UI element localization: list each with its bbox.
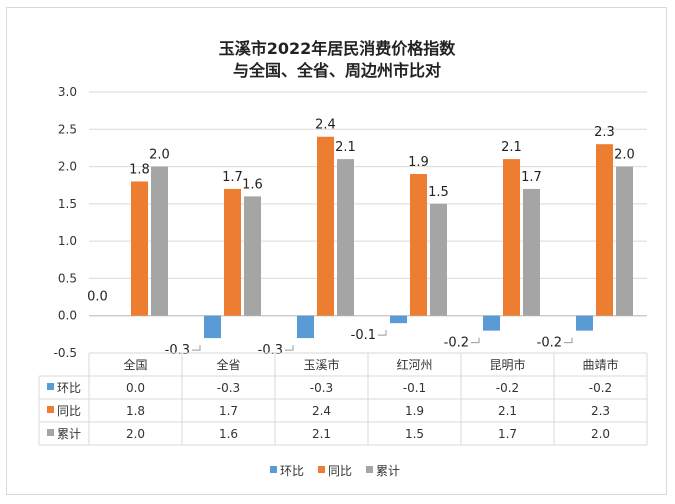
y-tick-label: 0.0: [58, 309, 77, 323]
bar-环比-全省: [204, 315, 221, 339]
bar-累计-曲靖市: [616, 166, 633, 316]
y-tick-label: -0.5: [54, 346, 77, 360]
chart-title-line-1: 玉溪市2022年居民消费价格指数: [219, 39, 457, 58]
table-legend-key: [47, 383, 54, 390]
y-tick-label: 0.5: [58, 271, 77, 285]
bar-环比-玉溪市: [297, 315, 314, 339]
y-tick-label: 3.0: [58, 85, 77, 99]
bar-环比-红河州: [390, 315, 407, 324]
gridlines: [89, 91, 647, 354]
table-cell: 2.1: [498, 404, 517, 418]
legend-label: 同比: [328, 464, 352, 478]
bar-累计-红河州: [430, 203, 447, 316]
data-label: 1.6: [242, 177, 263, 192]
table-cell: -0.3: [310, 381, 333, 395]
data-label: -0.3: [258, 343, 283, 358]
data-label: 2.1: [501, 140, 522, 155]
legend-key-累计: [366, 466, 373, 473]
data-label: -0.3: [165, 343, 190, 358]
data-label: 2.0: [149, 148, 170, 163]
bar-chart: 玉溪市2022年居民消费价格指数 与全国、全省、周边州市比对 3.0 2.5 2.0…: [38, 39, 648, 478]
leader-line: [378, 330, 387, 336]
table-legend-key: [47, 406, 54, 413]
chart-title-line-2: 与全国、全省、周边州市比对: [233, 61, 441, 80]
legend-label: 环比: [280, 464, 304, 478]
table-cell: 2.4: [312, 404, 331, 418]
leader-line: [192, 345, 201, 351]
data-label: 1.5: [428, 185, 449, 200]
bar-同比-全省: [224, 188, 241, 316]
leader-line: [564, 337, 573, 344]
data-label: 2.4: [315, 118, 336, 133]
table-header-cell: 曲靖市: [582, 357, 618, 372]
table-cell: 1.5: [405, 427, 424, 441]
bar-累计-玉溪市: [337, 159, 354, 316]
legend-key-环比: [270, 466, 277, 473]
table-cell: -0.2: [589, 381, 612, 395]
table-cell: -0.3: [217, 381, 240, 395]
table-cell: 2.0: [126, 427, 145, 441]
table-cell: 0.0: [126, 381, 145, 395]
data-label: -0.2: [444, 336, 469, 351]
y-axis-ticks: 3.0 2.5 2.0 1.5 1.0 0.5 0.0 -0.5: [54, 85, 77, 360]
table-cell: 1.7: [219, 404, 238, 418]
y-tick-label: 2.5: [58, 122, 77, 136]
table-cell: 2.0: [591, 427, 610, 441]
data-labels: 0.01.82.0-0.31.7 1.6-0.32.42.1-0.11.91.5-…: [87, 118, 635, 358]
table-cell: 1.9: [405, 404, 424, 418]
table-header-cell: 玉溪市: [303, 357, 339, 372]
data-label: 2.1: [335, 140, 356, 155]
data-label: 1.9: [408, 155, 429, 170]
table-row-label: 环比: [57, 381, 81, 395]
bar-累计-全省: [244, 196, 261, 316]
table-cell: -0.2: [496, 381, 519, 395]
table-cell: 1.6: [219, 427, 238, 441]
table-cell: 1.8: [126, 404, 145, 418]
data-label: 1.7: [521, 170, 542, 185]
table-legend-key: [47, 429, 54, 436]
y-tick-label: 1.0: [58, 234, 77, 248]
data-label: 2.3: [594, 125, 615, 140]
bar-累计-全国: [151, 166, 168, 316]
table-cell: 1.7: [498, 427, 517, 441]
table-cell: 2.3: [591, 404, 610, 418]
table-header-cell: 全省: [216, 357, 240, 372]
bar-同比-昆明市: [503, 159, 520, 316]
legend-key-同比: [318, 466, 325, 473]
data-label: 0.0: [87, 290, 108, 305]
table-row-label: 累计: [57, 427, 81, 441]
legend-label: 累计: [376, 464, 400, 478]
data-label: 2.0: [614, 148, 635, 163]
table-row-label: 同比: [57, 404, 81, 418]
leader-line: [471, 337, 480, 344]
table-header-cell: 昆明市: [489, 357, 525, 372]
chart-frame: 玉溪市2022年居民消费价格指数 与全国、全省、周边州市比对 3.0 2.5 2.0…: [6, 7, 667, 495]
bar-同比-红河州: [410, 174, 427, 316]
table-cell: 2.1: [312, 427, 331, 441]
data-label: -0.1: [351, 328, 376, 343]
bar-同比-全国: [131, 181, 148, 316]
y-tick-label: 1.5: [58, 197, 77, 211]
bars: [131, 136, 633, 339]
bar-同比-曲靖市: [596, 144, 613, 316]
table-header-cell: 全国: [123, 357, 147, 372]
data-label: 1.8: [129, 162, 150, 177]
y-tick-label: 2.0: [58, 160, 77, 174]
bar-环比-昆明市: [483, 315, 500, 331]
data-label: -0.2: [537, 336, 562, 351]
table-cell: -0.1: [403, 381, 426, 395]
bar-累计-昆明市: [523, 188, 540, 316]
data-label: 1.7: [222, 170, 243, 185]
bar-同比-玉溪市: [317, 136, 334, 316]
bar-环比-曲靖市: [576, 315, 593, 331]
legend: 环比 同比 累计: [270, 464, 400, 478]
leader-line: [285, 345, 294, 351]
table-header-cell: 红河州: [396, 357, 432, 372]
